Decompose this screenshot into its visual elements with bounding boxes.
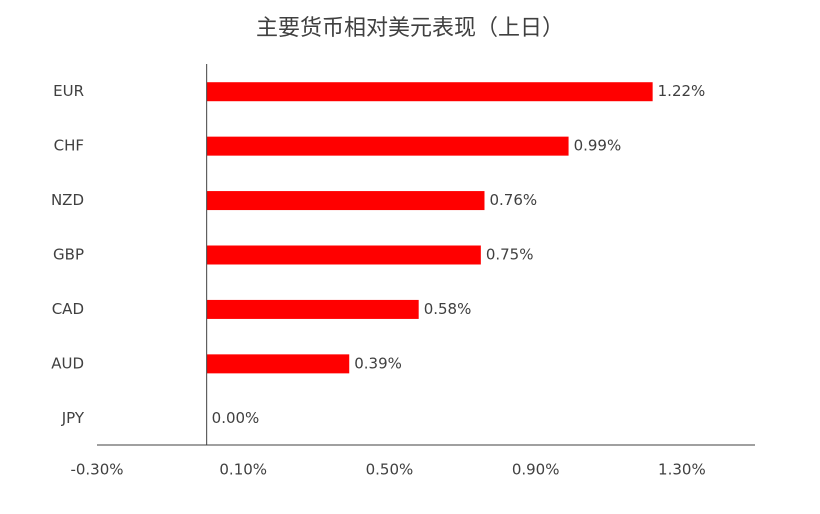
data-label: 0.76% [489,191,537,209]
x-tick-label: 0.90% [512,461,560,479]
x-tick-label: 0.50% [366,461,414,479]
x-tick-label: 1.30% [658,461,706,479]
y-tick-label: AUD [51,354,84,372]
x-tick-label: -0.30% [70,461,123,479]
y-tick-label: CHF [54,137,84,155]
bar [206,245,481,265]
data-label: 0.99% [574,137,622,155]
bar [206,82,653,102]
bar [206,136,569,156]
bar [206,191,485,211]
data-label: 0.58% [424,300,472,318]
y-tick-label: CAD [52,300,84,318]
y-tick-label: EUR [53,82,84,100]
chart-title: 主要货币相对美元表现（上日） [256,16,564,41]
x-tick-label: 0.10% [219,461,267,479]
data-label: 1.22% [658,82,706,100]
bar [206,299,419,319]
y-tick-label: NZD [51,191,84,209]
data-label: 0.39% [354,354,402,372]
y-tick-label: JPY [61,409,85,427]
data-label: 0.00% [212,409,260,427]
bar [206,354,350,374]
y-tick-label: GBP [53,246,84,264]
data-label: 0.75% [486,246,534,264]
